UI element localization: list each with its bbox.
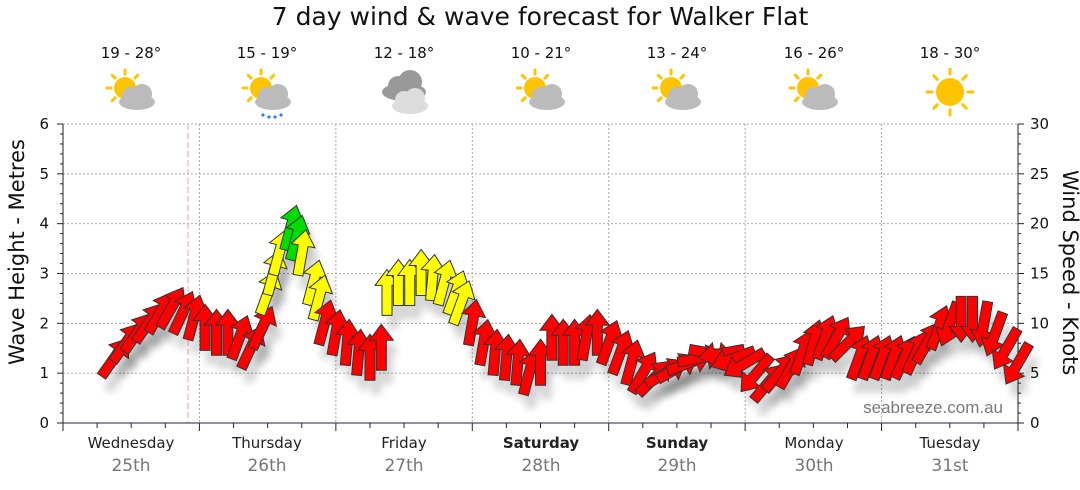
y-tick-label: 4 xyxy=(39,215,49,233)
partly-cloudy-icon xyxy=(788,68,838,110)
day-date: 26th xyxy=(247,456,287,476)
sunny-icon xyxy=(925,68,975,117)
temp-range: 18 - 30° xyxy=(919,44,981,62)
day-forecast: 10 - 21° xyxy=(481,44,601,120)
day-forecast: 12 - 18° xyxy=(344,44,464,120)
day-name: Wednesday xyxy=(87,434,175,452)
day-date: 28th xyxy=(521,456,561,476)
y2-tick-label: 15 xyxy=(1030,265,1049,283)
temp-range: 15 - 19° xyxy=(236,44,298,62)
cloud-icon xyxy=(802,84,838,110)
day-forecast: 18 - 30° xyxy=(890,44,1010,120)
cloud-icon xyxy=(529,84,565,110)
y2-tick-label: 30 xyxy=(1030,115,1049,133)
rain-icon xyxy=(261,113,283,119)
wind-arrow xyxy=(368,323,395,371)
day-label: Saturday 28th xyxy=(476,434,606,476)
wind-arrow-shadow xyxy=(254,320,283,365)
sun-icon xyxy=(925,68,975,117)
day-date: 31st xyxy=(931,456,969,476)
day-date: 30th xyxy=(794,456,834,476)
day-name: Tuesday xyxy=(919,434,981,452)
page-title: 7 day wind & wave forecast for Walker Fl… xyxy=(271,2,809,31)
wind-arrow xyxy=(1002,340,1035,385)
y-tick-label: 0 xyxy=(39,414,49,432)
day-name: Sunday xyxy=(645,434,709,452)
wind-arrow xyxy=(307,274,334,322)
y-tick-label: 6 xyxy=(39,115,49,133)
wind-arrow-shadow xyxy=(1009,355,1040,398)
y2-tick-label: 20 xyxy=(1030,215,1049,233)
y-tick-label: 3 xyxy=(39,265,49,283)
cloud-icon xyxy=(255,84,291,110)
y2-tick-label: 25 xyxy=(1030,165,1049,183)
cloud-icon xyxy=(392,88,428,114)
day-label: Wednesday 25th xyxy=(66,434,196,476)
partly-cloudy-icon xyxy=(651,68,701,110)
day-label: Sunday 29th xyxy=(612,434,742,476)
wind-arrow xyxy=(584,308,611,356)
day-forecast: 16 - 26° xyxy=(754,44,874,120)
y2-tick-label: 0 xyxy=(1030,414,1040,432)
day-label: Monday 30th xyxy=(749,434,879,476)
day-forecast: 19 - 28° xyxy=(71,44,191,120)
day-label: Friday 27th xyxy=(339,434,469,476)
day-name: Thursday xyxy=(232,434,302,452)
temp-range: 12 - 18° xyxy=(373,44,435,62)
y2-tick-label: 5 xyxy=(1030,364,1040,382)
day-name: Friday xyxy=(381,434,427,452)
y-axis-label: Wave Height - Metres xyxy=(5,139,29,365)
wind-arrow xyxy=(460,298,487,347)
temp-range: 19 - 28° xyxy=(100,44,162,62)
temp-range: 16 - 26° xyxy=(783,44,845,62)
day-label: Tuesday 31st xyxy=(885,434,1015,476)
arrow-shadows xyxy=(103,219,1040,418)
partly-cloudy-showers-icon xyxy=(241,68,291,119)
wind-arrow xyxy=(247,305,277,352)
day-label: Thursday 26th xyxy=(202,434,332,476)
wind-arrow xyxy=(991,326,1023,370)
y-tick-label: 1 xyxy=(39,364,49,382)
wind-arrow xyxy=(448,280,476,327)
watermark: seabreeze.com.au xyxy=(863,398,1003,417)
y-tick-label: 2 xyxy=(39,314,49,332)
wind-arrow xyxy=(290,229,316,277)
temp-range: 10 - 21° xyxy=(510,44,572,62)
cloud-icon xyxy=(665,84,701,110)
wind-arrows xyxy=(96,204,1035,404)
y-tick-label: 5 xyxy=(39,165,49,183)
day-name: Saturday xyxy=(502,434,580,452)
day-date: 29th xyxy=(657,456,697,476)
partly-cloudy-icon xyxy=(515,68,565,110)
cloud-icon xyxy=(119,84,155,110)
day-date: 27th xyxy=(384,456,424,476)
day-date: 25th xyxy=(111,456,151,476)
cloudy-icon xyxy=(382,70,428,114)
temp-range: 13 - 24° xyxy=(646,44,708,62)
y2-tick-label: 10 xyxy=(1030,314,1049,332)
y2-axis-label: Wind Speed - Knots xyxy=(1058,170,1080,376)
day-forecast: 15 - 19° xyxy=(207,44,327,120)
day-name: Monday xyxy=(784,434,844,452)
partly-cloudy-icon xyxy=(105,68,155,110)
day-forecast: 13 - 24° xyxy=(617,44,737,120)
